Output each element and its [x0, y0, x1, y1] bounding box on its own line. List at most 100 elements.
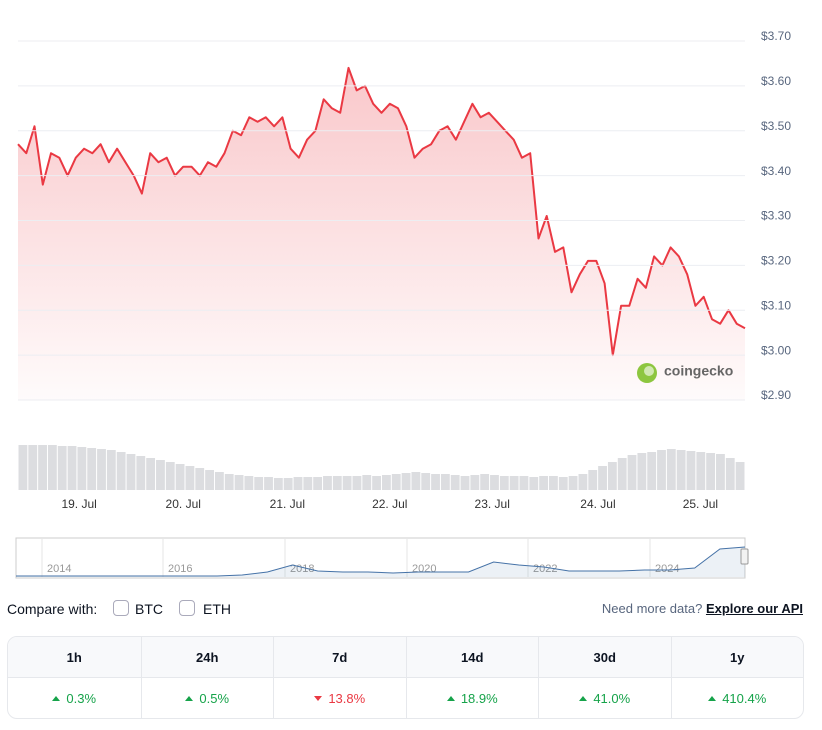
- x-tick-label: 24. Jul: [580, 497, 615, 511]
- navigator-handle: [740, 548, 749, 565]
- volume-bar: [509, 476, 519, 490]
- volume-bar: [313, 477, 323, 490]
- volume-bar: [519, 476, 529, 490]
- volume-bar: [136, 456, 146, 490]
- volume-bar: [106, 450, 116, 490]
- arrow: [708, 695, 717, 701]
- api-link[interactable]: Explore our API: [705, 601, 803, 616]
- period-header: 1y: [670, 637, 803, 678]
- x-tick-label: 21. Jul: [270, 497, 305, 511]
- navigator-area: [16, 547, 745, 577]
- change-cell: 41.0%: [538, 678, 671, 718]
- change-value: 0.5%: [199, 690, 230, 706]
- volume-bar: [657, 450, 666, 490]
- volume-bar: [126, 454, 136, 490]
- volume-bar: [401, 473, 411, 490]
- period-header: 14d: [405, 637, 538, 678]
- period-header: 7d: [273, 637, 406, 678]
- volume-bar: [146, 458, 156, 490]
- volume-bar: [195, 468, 205, 490]
- checkbox[interactable]: [113, 600, 129, 616]
- x-tick-label: 25. Jul: [683, 497, 718, 511]
- volume-bar: [18, 445, 28, 490]
- change-cell: 18.9%: [405, 678, 539, 718]
- y-tick-label: $3.50: [761, 119, 791, 133]
- change-cell: 0.3%: [8, 678, 141, 718]
- navigator-label: 2014: [47, 563, 71, 575]
- volume-bar: [372, 476, 381, 490]
- volume-bar: [696, 452, 706, 490]
- volume-bar: [499, 476, 509, 490]
- volume-bar: [264, 477, 273, 490]
- volume-bar: [686, 451, 696, 490]
- change-value: 0.3%: [66, 690, 97, 706]
- volume-bar: [725, 458, 735, 490]
- price-area: [18, 67, 745, 401]
- y-tick-label: $3.70: [761, 29, 791, 43]
- volume-bar: [529, 477, 539, 490]
- volume-bar: [116, 452, 126, 490]
- y-tick-label: $3.30: [761, 209, 791, 223]
- volume-bar: [460, 476, 470, 490]
- volume-bar: [185, 466, 195, 490]
- x-tick-label: 20. Jul: [166, 497, 201, 511]
- y-tick-label: $3.10: [761, 298, 791, 312]
- volume-bar: [57, 446, 67, 490]
- volume-bar: [440, 474, 450, 490]
- volume-bar: [352, 476, 362, 490]
- change-cell: 410.4%: [670, 678, 804, 718]
- volume-bar: [332, 476, 342, 490]
- navigator-label: 2024: [655, 563, 679, 575]
- period-header: 1h: [8, 637, 141, 678]
- volume-bar: [568, 476, 578, 490]
- volume-bar: [382, 475, 391, 490]
- volume-bar: [411, 472, 421, 490]
- volume-bar: [549, 476, 558, 490]
- volume-bar: [273, 478, 283, 490]
- watermark: coingecko: [664, 363, 733, 379]
- arrow: [579, 695, 588, 701]
- compare-row: Compare with: BTC ETH Need more data? Ex…: [7, 599, 803, 621]
- volume-bar: [666, 449, 676, 490]
- volume-bar: [342, 476, 352, 490]
- change-value: 13.8%: [328, 690, 366, 706]
- checkbox[interactable]: [179, 600, 195, 616]
- volume-bar: [205, 470, 214, 490]
- arrow: [446, 695, 455, 701]
- volume-bar: [450, 475, 460, 490]
- volume-bar: [588, 470, 598, 490]
- change-value: 410.4%: [722, 690, 767, 706]
- volume-bar: [676, 450, 686, 490]
- volume-bar: [254, 477, 264, 490]
- volume-bar: [480, 474, 490, 490]
- volume-bar: [607, 462, 617, 490]
- volume-bar: [165, 462, 175, 490]
- volume-bar: [156, 460, 165, 490]
- volume-bar: [706, 453, 716, 490]
- navigator-line: [16, 546, 746, 577]
- volume-bar: [362, 475, 372, 490]
- volume-bar: [627, 455, 637, 490]
- volume-bar: [637, 453, 647, 490]
- more-data: Need more data? Explore our API: [602, 601, 803, 616]
- volume-bar: [97, 449, 106, 490]
- compare-option[interactable]: BTC: [135, 601, 163, 617]
- volume-bar: [539, 476, 549, 490]
- volume-bar: [490, 475, 499, 490]
- change-cell: 0.5%: [140, 678, 274, 718]
- volume-bar: [735, 462, 745, 490]
- volume-bar: [716, 454, 725, 490]
- compare-option[interactable]: ETH: [203, 601, 231, 617]
- volume-bar: [214, 472, 224, 490]
- more-text: Need more data?: [601, 601, 703, 616]
- volume-bar: [303, 477, 313, 490]
- x-tick-label: 23. Jul: [475, 497, 510, 511]
- volume-bar: [67, 446, 77, 490]
- period-header: 24h: [140, 637, 273, 678]
- volume-bar: [431, 474, 440, 490]
- arrow: [52, 695, 61, 701]
- y-tick-label: $3.60: [761, 74, 791, 88]
- volume-bar: [617, 458, 627, 490]
- change-cell: 13.8%: [273, 678, 406, 718]
